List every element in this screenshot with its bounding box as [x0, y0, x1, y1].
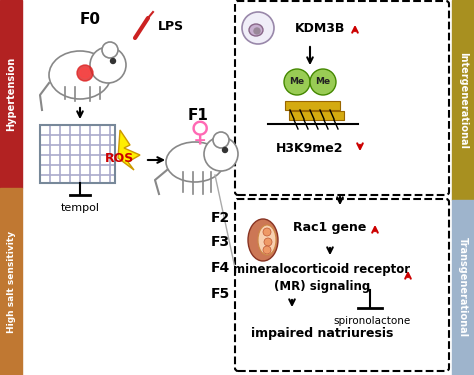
Text: impaired natriuresis: impaired natriuresis	[251, 327, 393, 340]
Circle shape	[263, 246, 271, 254]
Bar	[0, 0, 22, 188]
Text: Transgenerational: Transgenerational	[458, 237, 468, 338]
Text: tempol: tempol	[61, 203, 100, 213]
Text: Me: Me	[290, 78, 305, 87]
Text: KDM3B: KDM3B	[295, 21, 345, 34]
Circle shape	[102, 42, 118, 58]
Bar	[40, 125, 115, 183]
Bar	[0, 188, 22, 375]
Text: F2: F2	[210, 211, 229, 225]
Circle shape	[284, 69, 310, 95]
Circle shape	[222, 147, 228, 153]
Bar	[452, 0, 474, 200]
Bar	[289, 111, 344, 120]
Ellipse shape	[49, 51, 111, 99]
Text: F3: F3	[210, 235, 229, 249]
Circle shape	[90, 47, 126, 83]
Circle shape	[110, 58, 116, 63]
FancyBboxPatch shape	[235, 199, 449, 371]
Ellipse shape	[248, 219, 278, 261]
Text: F1: F1	[188, 108, 209, 123]
Circle shape	[263, 228, 271, 236]
Text: ROS: ROS	[105, 152, 135, 165]
Polygon shape	[118, 130, 140, 170]
Text: mineralocorticoid receptor
(MR) signaling: mineralocorticoid receptor (MR) signalin…	[233, 263, 410, 293]
Circle shape	[80, 68, 90, 78]
Ellipse shape	[258, 225, 276, 255]
Text: H3K9me2: H3K9me2	[276, 141, 344, 154]
Circle shape	[264, 238, 272, 246]
Text: spironolactone: spironolactone	[333, 316, 410, 326]
Ellipse shape	[249, 24, 263, 36]
Text: High salt sensitivity: High salt sensitivity	[7, 230, 16, 333]
Text: F4: F4	[210, 261, 229, 275]
Text: F5: F5	[210, 287, 229, 301]
Text: Hypertension: Hypertension	[6, 57, 16, 131]
Ellipse shape	[166, 142, 224, 182]
Text: Intergenerational: Intergenerational	[458, 51, 468, 148]
Circle shape	[310, 69, 336, 95]
FancyBboxPatch shape	[235, 1, 449, 195]
Circle shape	[242, 12, 274, 44]
Text: F0: F0	[80, 12, 100, 27]
Bar	[452, 200, 474, 375]
Bar	[285, 101, 340, 110]
Text: Rac1 gene: Rac1 gene	[293, 222, 367, 234]
Circle shape	[213, 132, 229, 148]
Text: LPS: LPS	[158, 20, 184, 33]
Circle shape	[77, 65, 93, 81]
Circle shape	[254, 28, 260, 34]
Text: ♀: ♀	[190, 118, 210, 146]
Text: Me: Me	[315, 78, 330, 87]
Circle shape	[204, 137, 238, 171]
